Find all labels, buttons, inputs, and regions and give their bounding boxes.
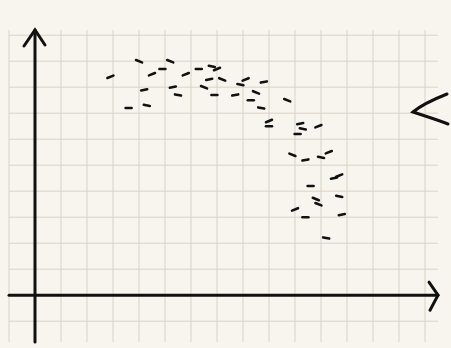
x-arrow	[429, 282, 438, 310]
grid-line-y	[9, 61, 438, 62]
point	[313, 198, 319, 200]
y-axis	[34, 30, 37, 342]
y-arrow	[24, 30, 45, 46]
point	[170, 87, 176, 88]
grid-line-y	[9, 35, 438, 36]
point	[297, 123, 303, 124]
point	[300, 128, 306, 129]
grid-line-y	[9, 321, 438, 322]
chart	[0, 0, 451, 348]
point	[149, 73, 155, 75]
point	[323, 237, 329, 238]
point	[136, 60, 142, 62]
pointer-scribble	[413, 94, 448, 124]
point	[206, 79, 212, 80]
point	[289, 154, 295, 156]
point	[243, 78, 249, 80]
point	[253, 91, 259, 93]
point	[261, 81, 267, 82]
point	[295, 133, 301, 136]
point	[315, 203, 321, 205]
x-axis	[9, 294, 438, 297]
point	[258, 107, 264, 108]
point	[315, 125, 321, 127]
axes	[9, 30, 448, 342]
grid-line-y	[9, 87, 438, 88]
point	[339, 214, 345, 215]
point	[209, 66, 215, 67]
point	[237, 84, 243, 85]
point	[308, 185, 314, 188]
grid-line-y	[9, 139, 438, 140]
grid-line-y	[9, 191, 438, 192]
point	[175, 94, 181, 95]
point	[232, 94, 238, 95]
grid-line-y	[9, 113, 438, 114]
point	[318, 157, 324, 158]
point	[211, 94, 217, 97]
paper	[0, 0, 451, 348]
grid-line-y	[9, 217, 438, 218]
point	[336, 196, 342, 197]
grid-line-y	[9, 295, 438, 296]
point	[248, 99, 254, 102]
point	[183, 73, 189, 75]
point	[196, 68, 202, 71]
point	[292, 208, 298, 210]
point	[302, 216, 308, 219]
point	[144, 105, 150, 106]
points	[107, 60, 344, 239]
grid	[9, 30, 438, 342]
point	[214, 68, 220, 70]
point	[167, 60, 173, 62]
point	[284, 99, 290, 101]
grid-line-y	[9, 165, 438, 166]
point	[326, 151, 332, 153]
grid-line-x	[35, 30, 36, 342]
point	[266, 125, 272, 128]
grid-line-y	[9, 269, 438, 270]
point	[126, 107, 132, 110]
point	[141, 89, 147, 90]
point	[302, 159, 308, 160]
point	[107, 76, 113, 78]
point	[266, 120, 272, 122]
point	[159, 68, 165, 71]
point	[219, 78, 225, 80]
point	[201, 86, 207, 88]
point	[336, 174, 342, 176]
grid-line-y	[9, 243, 438, 244]
